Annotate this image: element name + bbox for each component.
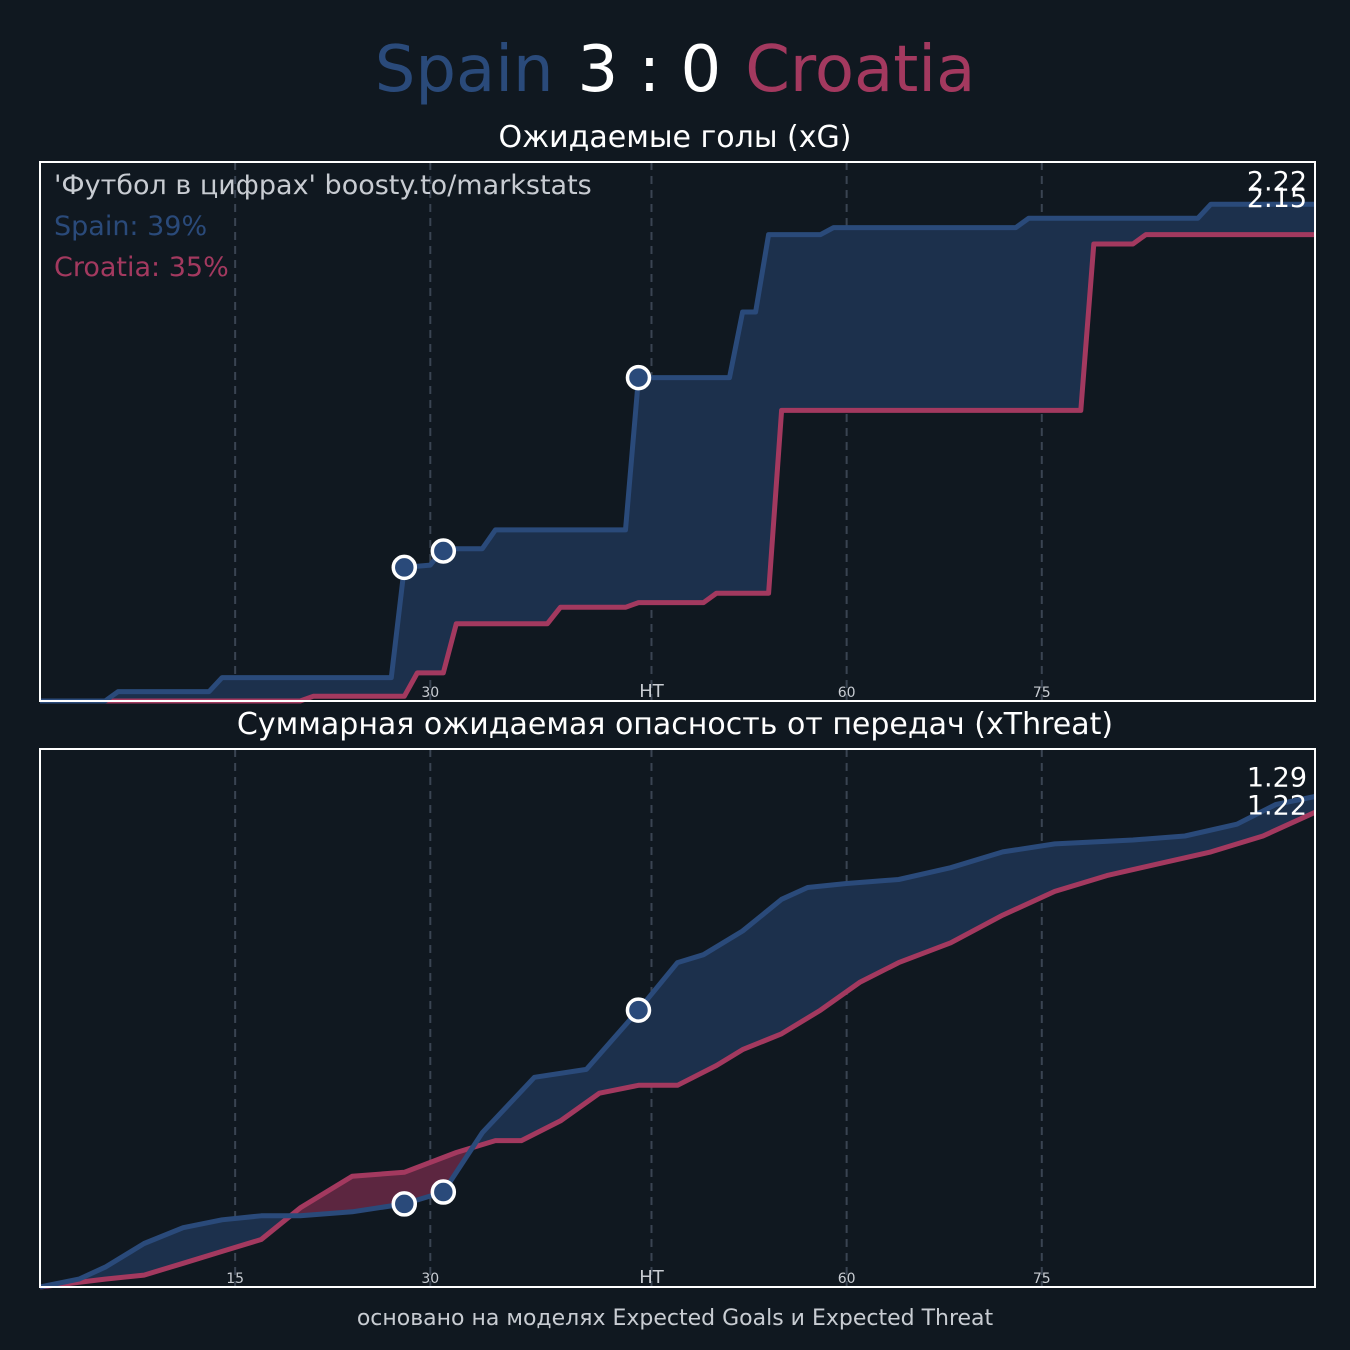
- goal-marker: [625, 997, 652, 1023]
- x-tick-label: 60: [838, 1271, 856, 1287]
- x-tick-label: 15: [226, 1271, 244, 1287]
- x-tick-label: 60: [838, 685, 856, 701]
- goal-marker: [625, 364, 652, 391]
- series-line-croatia: [39, 810, 1317, 1290]
- goal-marker: [391, 1191, 418, 1217]
- x-tick-label: 75: [1033, 685, 1051, 701]
- xg-chart-title: Ожидаемые голы (xG): [498, 120, 852, 155]
- xthreat-chart-title: Суммарная ожидаемая опасность от передач…: [236, 707, 1114, 742]
- series-line-croatia: [40, 232, 1315, 704]
- goal-marker: [430, 538, 457, 564]
- x-tick-label: 30: [421, 1271, 439, 1287]
- final-value-label: 2.15: [1247, 183, 1307, 214]
- final-value-label: 1.29: [1247, 763, 1307, 794]
- chart-frame: [39, 161, 1316, 702]
- away-team-name: Croatia: [745, 33, 976, 107]
- goal-marker: [430, 1179, 457, 1205]
- x-tick-label: 30: [421, 685, 439, 701]
- x-tick-label: HT: [639, 1267, 665, 1288]
- x-tick-label: 75: [1033, 1271, 1051, 1287]
- home-advantage-area: [40, 796, 1315, 1287]
- match-title: Spain 3 : 0 Croatia: [0, 28, 1350, 112]
- final-value-label: 2.22: [1247, 167, 1307, 198]
- chart-frame: [39, 748, 1316, 1288]
- home-team-name: Spain: [374, 33, 554, 107]
- footer-note: основано на моделях Expected Goals и Exp…: [356, 1306, 994, 1331]
- series-line-spain: [39, 794, 1316, 1290]
- match-score: 3 : 0: [577, 33, 722, 107]
- goal-marker: [391, 554, 418, 581]
- series-line-spain: [40, 201, 1315, 704]
- x-tick-label: HT: [639, 681, 665, 702]
- away-share-annotation: Croatia: 35%: [54, 252, 229, 283]
- home-advantage-area: [40, 204, 1315, 701]
- source-annotation: 'Футбол в цифрах' boosty.to/markstats: [54, 170, 592, 201]
- home-share-annotation: Spain: 39%: [54, 211, 208, 242]
- final-value-label: 1.22: [1247, 790, 1307, 821]
